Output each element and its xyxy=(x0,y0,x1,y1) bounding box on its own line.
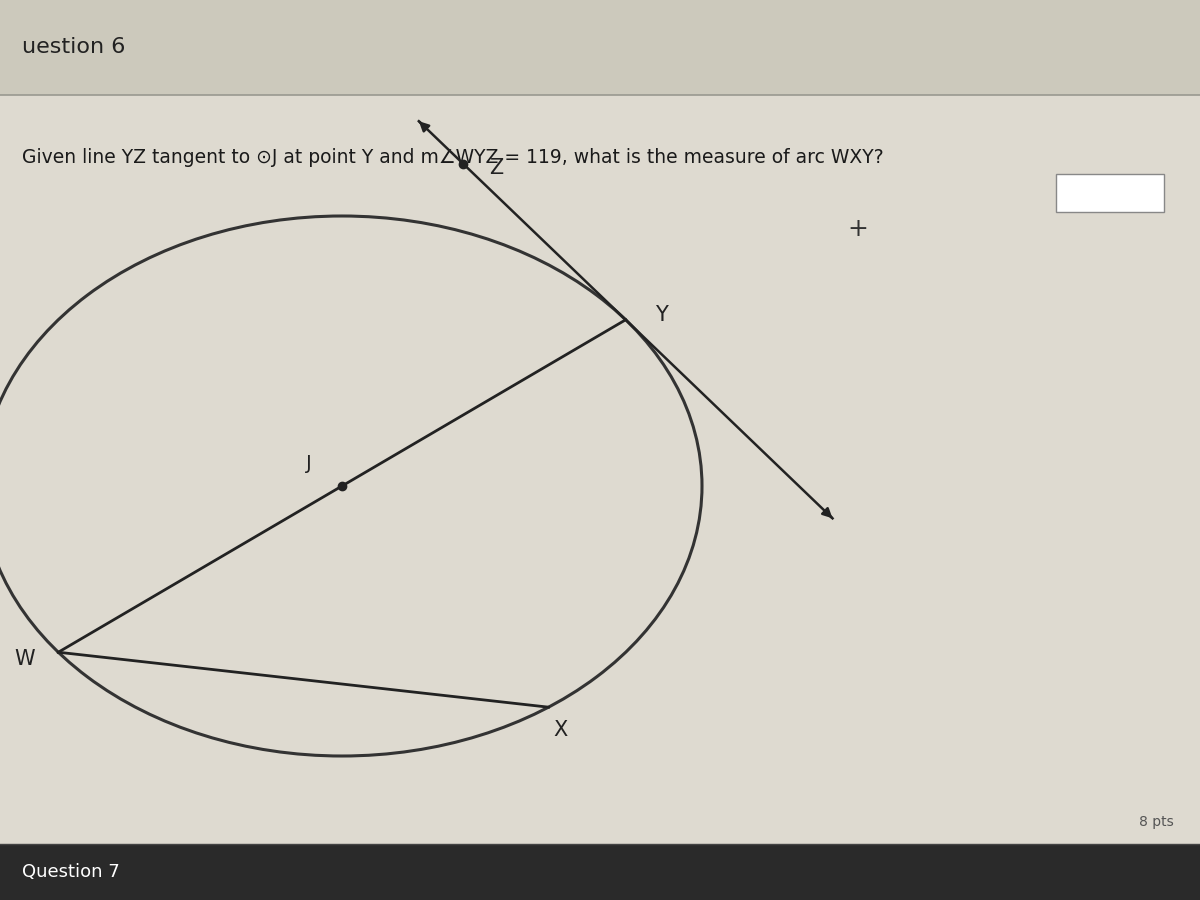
Text: Y: Y xyxy=(655,305,668,325)
Bar xyxy=(0,0,1200,94)
Text: Given line YZ tangent to ⊙J at point Y and m∠WYZ = 119, what is the measure of a: Given line YZ tangent to ⊙J at point Y a… xyxy=(22,148,883,167)
Text: Question 7: Question 7 xyxy=(22,863,119,881)
Text: X: X xyxy=(553,720,568,740)
Text: W: W xyxy=(14,650,35,670)
Text: +: + xyxy=(847,218,869,241)
Text: Z: Z xyxy=(490,158,504,178)
Bar xyxy=(0,844,1200,900)
Text: uestion 6: uestion 6 xyxy=(22,37,125,58)
Bar xyxy=(1056,174,1164,212)
Text: 8 pts: 8 pts xyxy=(1139,814,1174,829)
Text: J: J xyxy=(306,454,311,473)
